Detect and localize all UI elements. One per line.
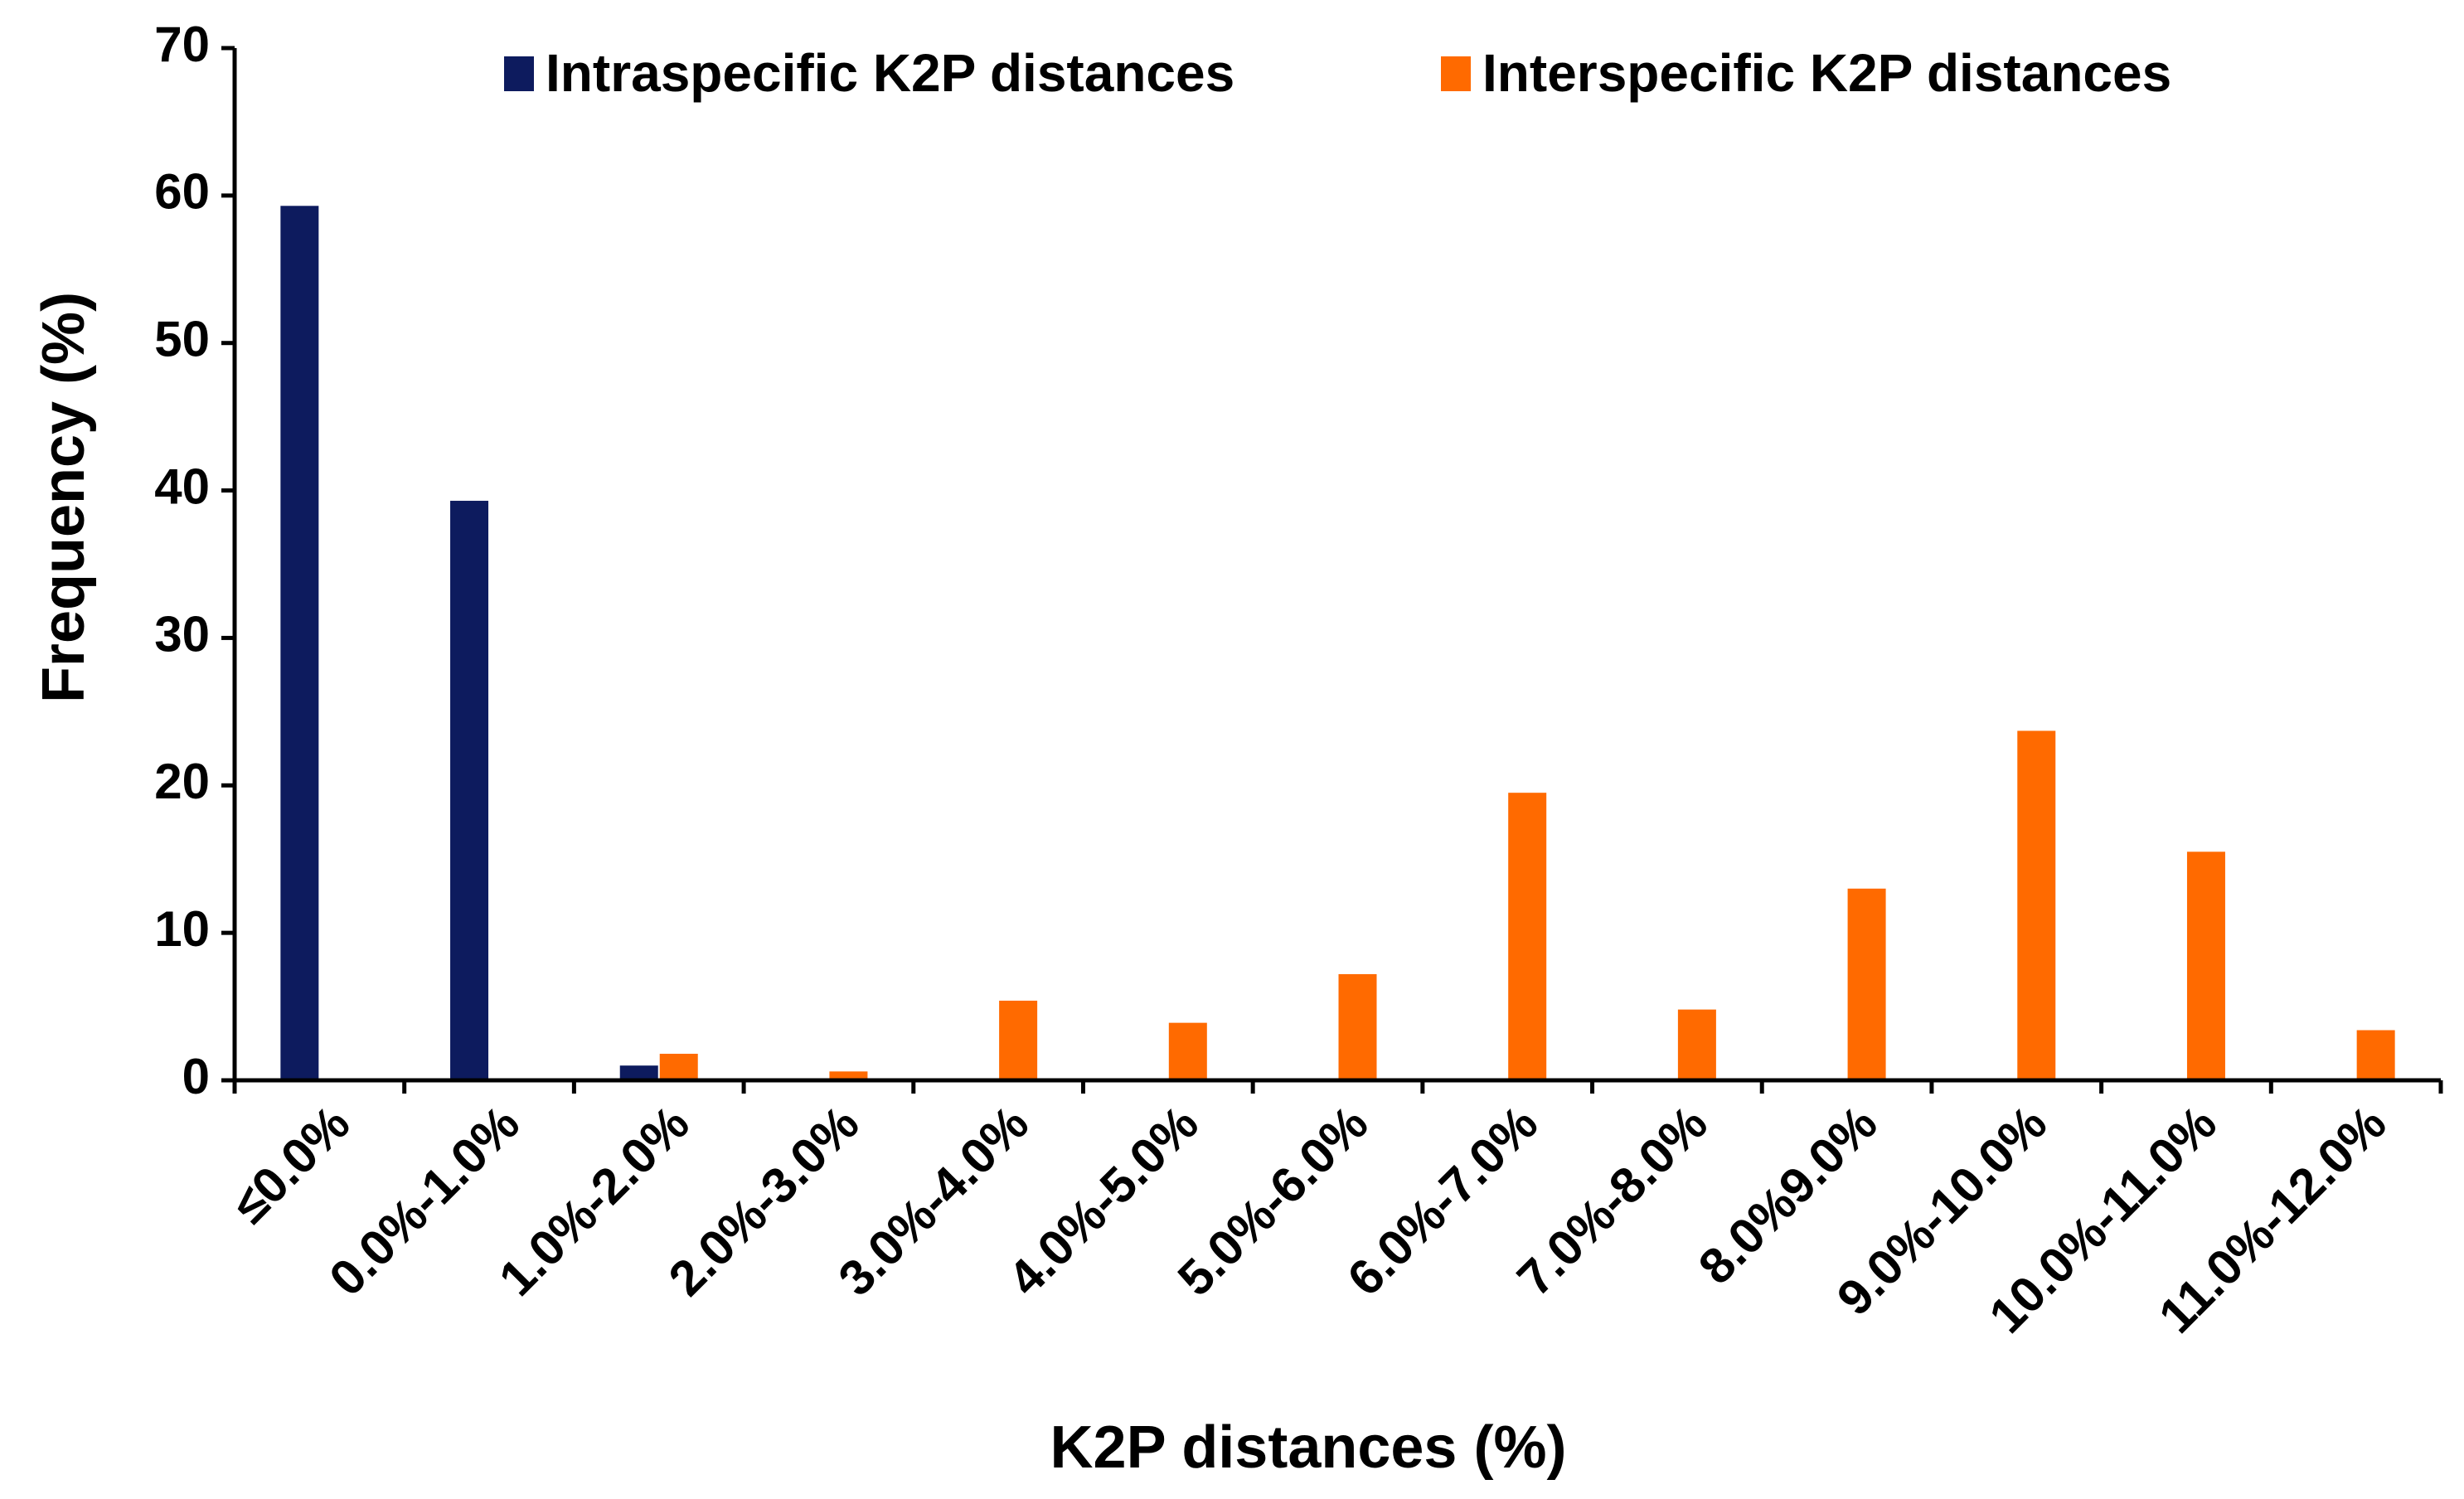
bar-interspecific-6 — [1338, 973, 1377, 1080]
legend-swatch-interspecific — [1441, 56, 1471, 91]
y-tick-label: 60 — [154, 164, 210, 220]
bar-interspecific-9 — [1847, 888, 1886, 1080]
y-tick-label: 40 — [154, 458, 210, 514]
bars — [280, 206, 2395, 1081]
y-tick-label: 30 — [154, 606, 210, 662]
y-axis-title: Frequency (%) — [31, 292, 97, 703]
bar-interspecific-10 — [2017, 730, 2056, 1080]
legend-swatch-intraspecific — [504, 56, 534, 91]
bar-interspecific-12 — [2356, 1030, 2395, 1080]
y-tick-label: 20 — [154, 754, 210, 809]
bar-intraspecific-2 — [619, 1065, 658, 1080]
bar-interspecific-7 — [1508, 793, 1547, 1080]
y-tick-label: 0 — [182, 1049, 210, 1104]
bar-interspecific-2 — [659, 1053, 698, 1080]
bar-interspecific-3 — [829, 1071, 868, 1080]
legend: Intraspecific K2P distances Interspecifi… — [504, 43, 2171, 103]
bar-interspecific-5 — [1168, 1022, 1207, 1080]
bar-interspecific-4 — [999, 1000, 1038, 1080]
y-tick-label: 50 — [154, 312, 210, 367]
bar-interspecific-8 — [1677, 1009, 1716, 1080]
y-tick-label: 10 — [154, 901, 210, 957]
bar-intraspecific-0 — [280, 206, 319, 1081]
bar-intraspecific-1 — [450, 501, 489, 1080]
axes — [232, 48, 2441, 1083]
legend-label-intraspecific: Intraspecific K2P distances — [546, 43, 1234, 103]
legend-label-interspecific: Interspecific K2P distances — [1482, 43, 2171, 103]
bar-interspecific-11 — [2186, 851, 2225, 1080]
y-ticks: 0 10 20 30 40 50 60 70 — [154, 17, 235, 1104]
x-axis-title: K2P distances (%) — [1050, 1414, 1567, 1481]
x-ticks: ≤0.0%0.0%-1.0%1.0%-2.0%2.0%-3.0%3.0%-4.0… — [221, 1080, 2443, 1344]
y-tick-label: 70 — [154, 17, 210, 72]
x-tick-label: ≤0.0% — [221, 1095, 360, 1234]
